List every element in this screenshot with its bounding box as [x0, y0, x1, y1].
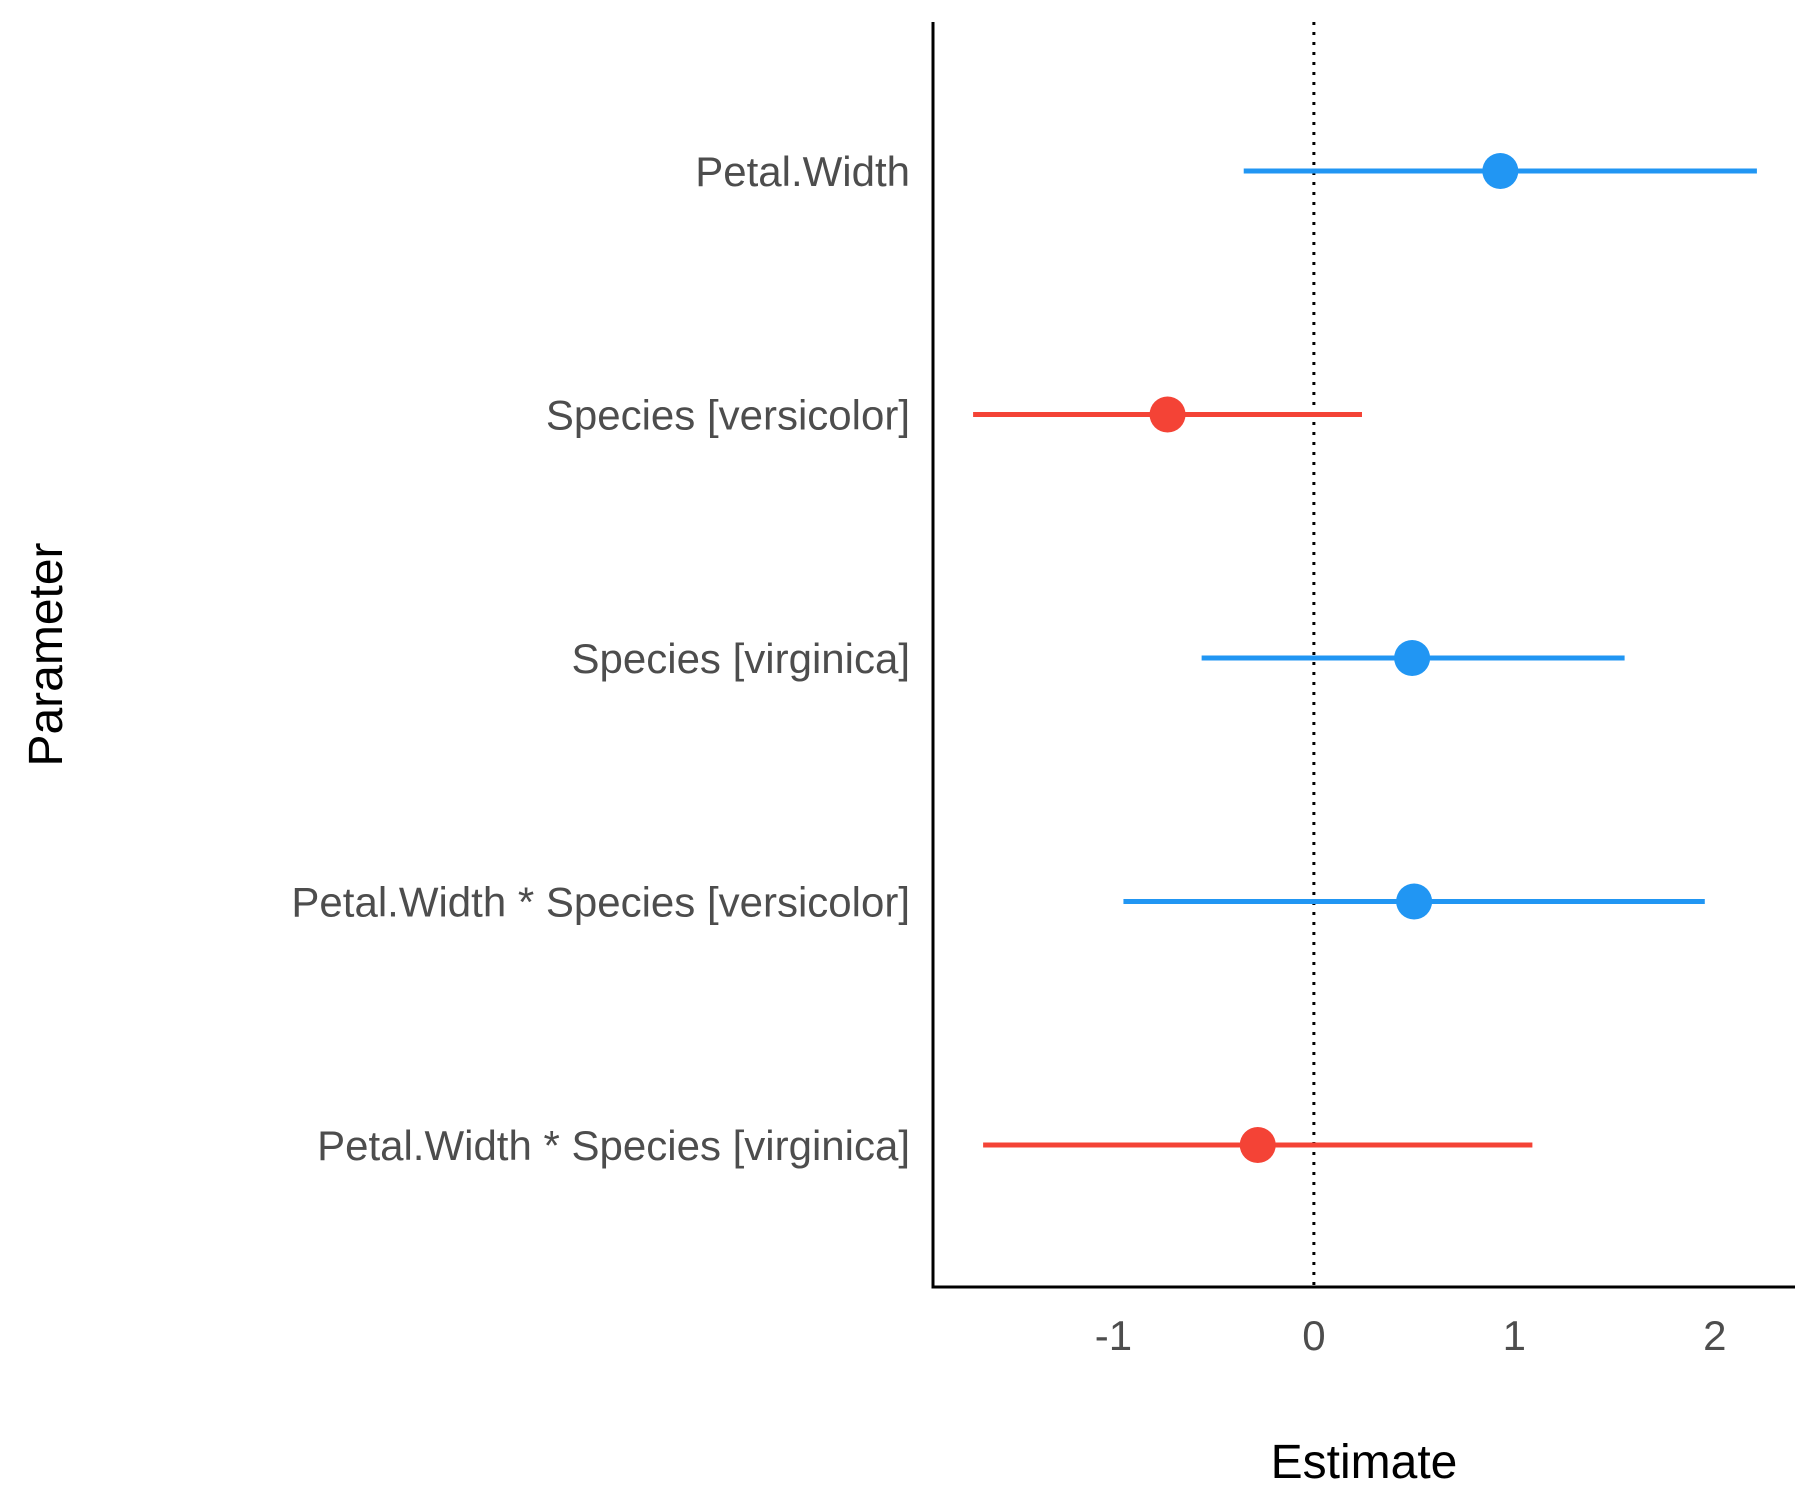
y-axis-title: Parameter — [20, 542, 73, 766]
y-tick-label: Petal.Width — [695, 148, 910, 195]
estimate-point — [1396, 883, 1433, 920]
estimate-point — [1394, 640, 1431, 676]
y-tick-label: Petal.Width * Species [versicolor] — [291, 879, 910, 926]
estimate-points — [1149, 153, 1519, 1163]
x-tick-label: 2 — [1703, 1312, 1726, 1359]
x-tick-label: -1 — [1095, 1312, 1132, 1359]
x-tick-label: 1 — [1503, 1312, 1526, 1359]
x-axis-title: Estimate — [1271, 1436, 1458, 1489]
y-tick-label: Species [versicolor] — [546, 392, 910, 439]
y-tick-label: Species [virginica] — [572, 635, 910, 682]
estimate-point — [1149, 396, 1186, 433]
y-tick-label: Petal.Width * Species [virginica] — [317, 1122, 910, 1169]
x-tick-label: 0 — [1302, 1312, 1325, 1359]
estimate-point — [1482, 153, 1519, 189]
x-tick-labels: -1 0 1 2 — [1095, 1312, 1727, 1359]
estimate-point — [1239, 1127, 1276, 1163]
y-tick-labels: Petal.Width Species [versicolor] Species [… — [291, 148, 910, 1169]
